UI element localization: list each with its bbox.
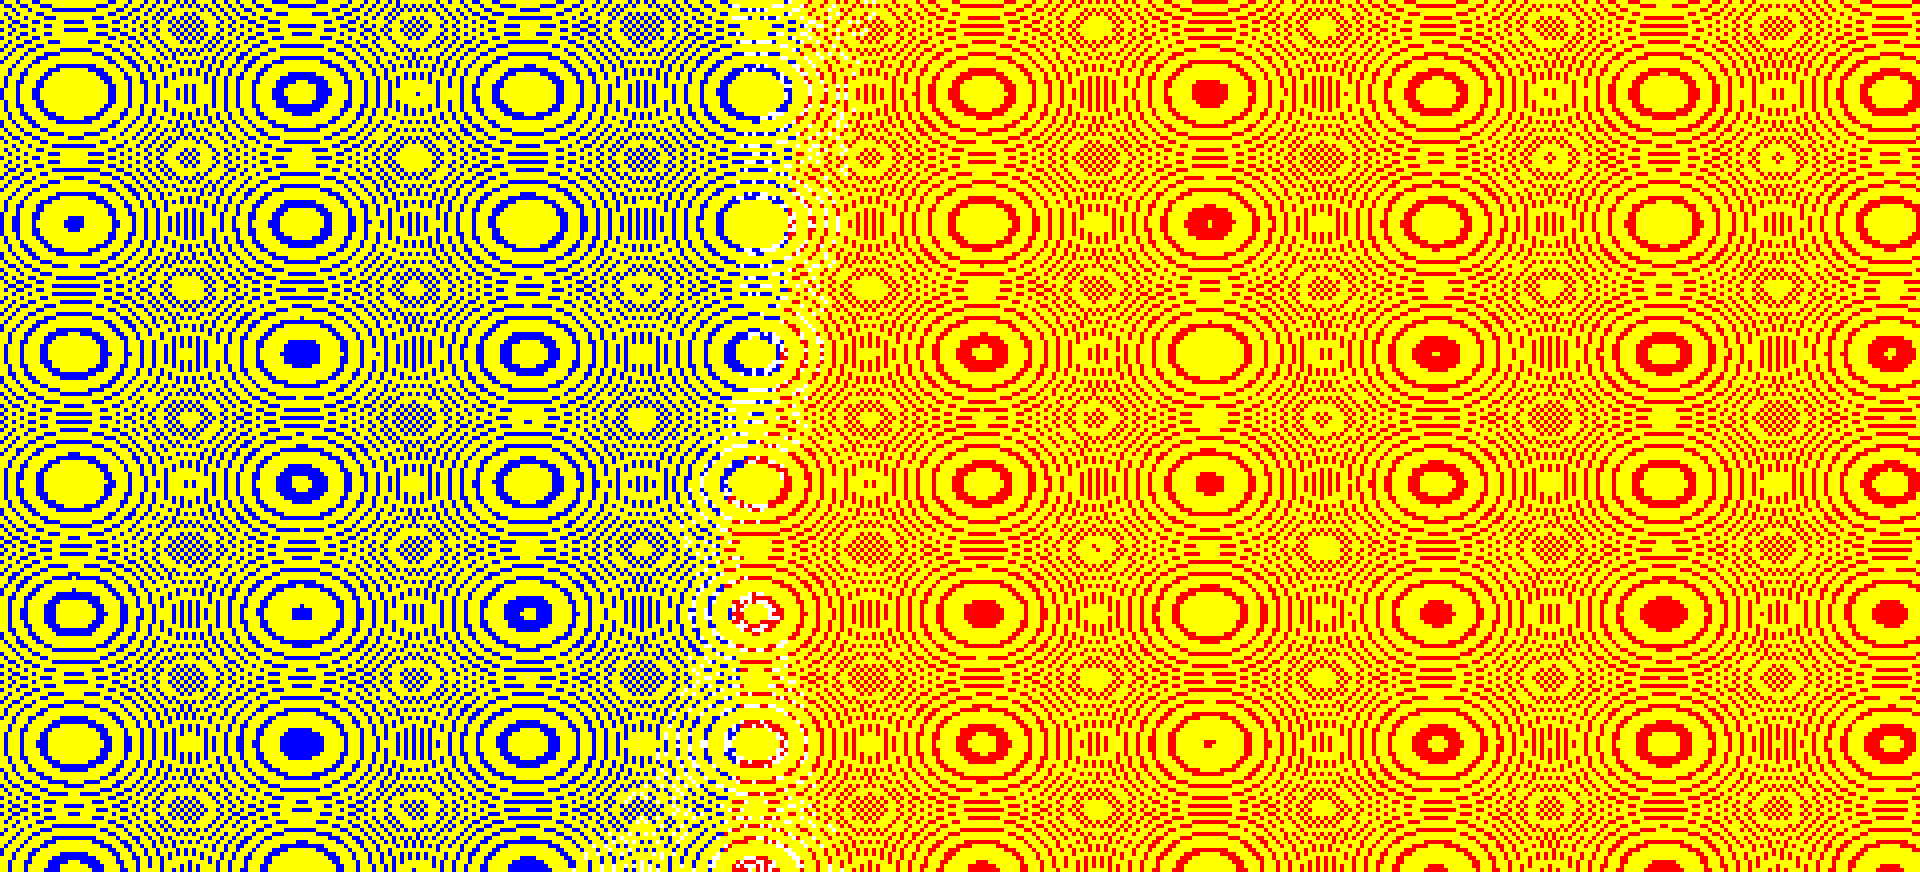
interference-pattern-stage (0, 0, 1920, 872)
moire-ring-pattern-canvas (0, 0, 1920, 872)
